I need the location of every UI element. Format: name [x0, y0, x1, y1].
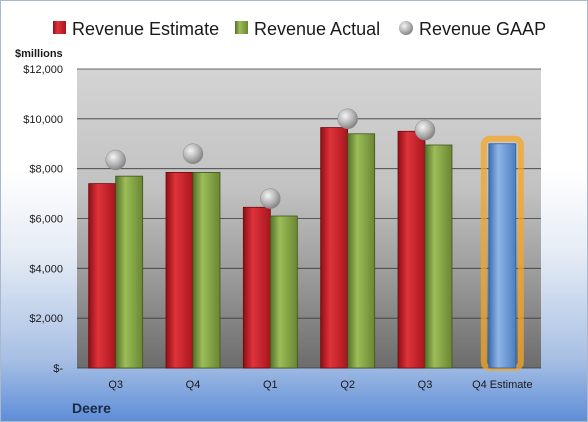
company-label: Deere — [72, 400, 111, 416]
y-tick-label: $10,000 — [23, 114, 63, 126]
bar-revenue-actual-estimate — [488, 143, 517, 369]
bar-revenue-actual — [115, 175, 144, 369]
marker-revenue-gaap — [414, 119, 436, 141]
y-tick-label: $4,000 — [29, 263, 63, 275]
bar-revenue-estimate — [88, 183, 117, 369]
bar-revenue-estimate — [320, 127, 349, 369]
x-axis-ticks: Q3 Q4 Q1 Q2 Q3 Q4 Estimate — [108, 379, 532, 391]
y-tick-label: $8,000 — [29, 164, 63, 176]
y-tick-label: $12,000 — [23, 64, 63, 76]
bar-revenue-estimate — [242, 206, 271, 369]
x-tick-label: Q4 Estimate — [472, 379, 533, 391]
legend-swatch-revenue-gaap — [399, 21, 413, 35]
bar-revenue-estimate — [397, 130, 426, 369]
y-tick-label: $2,000 — [29, 313, 63, 325]
bar-revenue-actual — [424, 144, 453, 369]
marker-revenue-gaap — [260, 188, 281, 209]
bar-revenue-estimate — [165, 172, 194, 369]
bar-revenue-actual — [347, 133, 376, 369]
marker-revenue-gaap — [337, 108, 358, 130]
legend-label-revenue-estimate: Revenue Estimate — [72, 19, 219, 39]
bars — [88, 127, 524, 371]
bar-revenue-actual — [269, 215, 298, 369]
y-tick-label: $- — [53, 363, 63, 375]
y-tick-label: $6,000 — [29, 214, 63, 226]
x-tick-label: Q4 — [186, 379, 201, 391]
y-axis-ticks: $- $2,000 $4,000 $6,000 $8,000 $10,000 $12,000 — [23, 64, 63, 375]
bar-revenue-actual — [192, 172, 221, 369]
legend-label-revenue-gaap: Revenue GAAP — [419, 19, 546, 39]
marker-revenue-gaap — [105, 149, 126, 171]
gridlines — [77, 68, 541, 369]
x-tick-label: Q3 — [418, 379, 433, 391]
x-tick-label: Q3 — [108, 379, 123, 391]
legend-swatch-revenue-estimate — [53, 21, 66, 34]
gaap-markers — [105, 108, 436, 209]
unit-label: $millions — [15, 48, 63, 60]
x-tick-label: Q1 — [263, 379, 278, 391]
legend-label-revenue-actual: Revenue Actual — [254, 19, 380, 39]
legend: Revenue Estimate Revenue Actual Revenue … — [53, 19, 546, 39]
legend-swatch-revenue-actual — [235, 21, 248, 34]
marker-revenue-gaap — [182, 143, 204, 164]
x-tick-label: Q2 — [340, 379, 355, 391]
